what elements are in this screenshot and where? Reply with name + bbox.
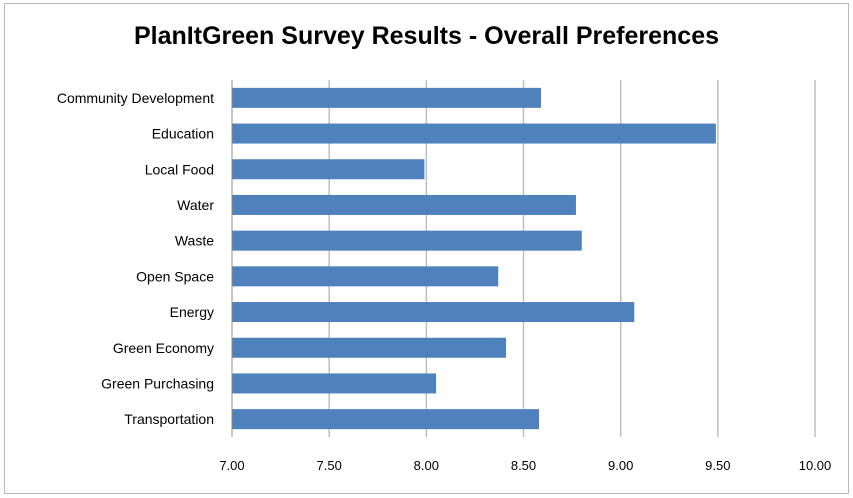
x-tick-label: 7.00 bbox=[219, 458, 244, 473]
x-tick-label: 8.50 bbox=[511, 458, 536, 473]
x-tick-labels: 7.00 7.50 8.00 8.50 9.00 9.50 10.00 bbox=[219, 458, 831, 473]
category-label: Green Purchasing bbox=[101, 375, 214, 391]
x-tick-label: 9.50 bbox=[705, 458, 730, 473]
x-tick-label: 8.00 bbox=[414, 458, 439, 473]
category-label: Waste bbox=[175, 233, 214, 249]
x-tick-label: 7.50 bbox=[317, 458, 342, 473]
category-label: Open Space bbox=[136, 268, 214, 284]
x-tick-label: 10.00 bbox=[799, 458, 832, 473]
category-label: Transportation bbox=[124, 411, 214, 427]
bar bbox=[232, 123, 716, 144]
category-label: Energy bbox=[170, 304, 214, 320]
category-labels: Community Development Education Local Food… bbox=[57, 90, 215, 427]
bar bbox=[232, 159, 425, 180]
bar bbox=[232, 373, 437, 394]
x-tick-label: 9.00 bbox=[608, 458, 633, 473]
category-label: Green Economy bbox=[113, 340, 214, 356]
bar bbox=[232, 266, 499, 287]
bar bbox=[232, 230, 582, 251]
bar bbox=[232, 409, 540, 430]
bar bbox=[232, 87, 541, 108]
category-label: Local Food bbox=[145, 161, 214, 177]
category-label: Community Development bbox=[57, 90, 214, 106]
bar bbox=[232, 337, 507, 358]
bar bbox=[232, 194, 576, 215]
bars bbox=[232, 87, 716, 430]
bar bbox=[232, 302, 635, 323]
chart-title: PlanItGreen Survey Results - Overall Pre… bbox=[134, 22, 719, 50]
category-label: Water bbox=[177, 197, 214, 213]
category-label: Education bbox=[152, 126, 214, 142]
